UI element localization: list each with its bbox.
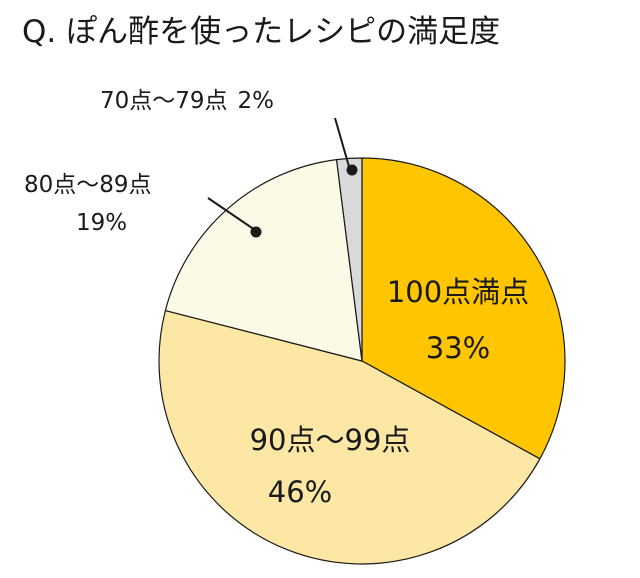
slice-90-99: [158, 309, 541, 565]
label-100-name: 100点満点: [387, 275, 529, 309]
leader-line-80-89: [207, 197, 256, 231]
label-80-89-pct: 19%: [76, 210, 127, 236]
slice-80-89: [164, 159, 363, 362]
label-70-79-pct: 2%: [238, 88, 275, 114]
label-100-pct: 33%: [426, 331, 490, 365]
slice-100: [361, 157, 566, 460]
label-70-79: 70点～79点 2%: [100, 88, 274, 114]
slice-70-79: [335, 157, 363, 362]
label-90-99-pct: 46%: [268, 475, 332, 509]
label-90-99-name: 90点～99点: [250, 423, 411, 457]
pie-slices: [158, 157, 566, 565]
label-70-79-name: 70点～79点: [100, 88, 228, 114]
leader-dot-70-79: [346, 164, 358, 176]
label-80-89-name: 80点～89点: [24, 172, 152, 198]
leader-line-70-79: [334, 117, 351, 171]
chart-title: Q. ぽん酢を使ったレシピの満足度: [22, 14, 500, 50]
leader-dot-80-89: [250, 226, 262, 238]
